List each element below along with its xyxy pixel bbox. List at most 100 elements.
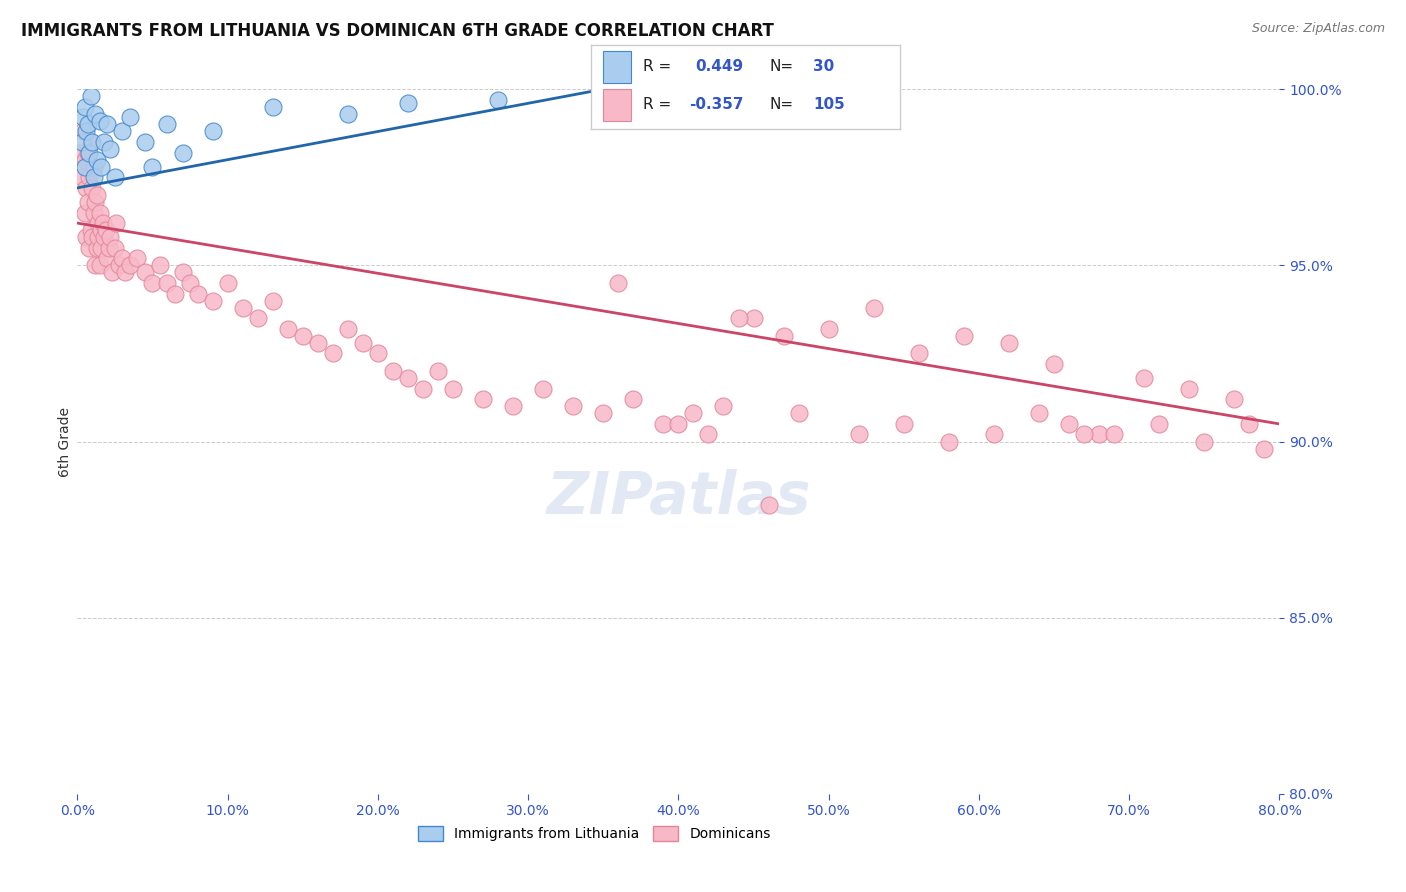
Point: [908, 346, 931, 360]
Point: [82, 181, 104, 195]
Point: [1223, 392, 1246, 407]
Point: [621, 392, 644, 407]
Point: [69, 145, 91, 160]
Point: [111, 124, 134, 138]
Bar: [603, 51, 631, 83]
Point: [93, 230, 115, 244]
Point: [141, 276, 163, 290]
Point: [89, 259, 111, 273]
Point: [72, 111, 94, 125]
Point: [84, 107, 107, 121]
Point: [172, 265, 194, 279]
Point: [1028, 406, 1050, 420]
Point: [83, 160, 105, 174]
Point: [592, 89, 614, 103]
Point: [84, 259, 107, 273]
Bar: [603, 88, 631, 120]
Point: [118, 259, 141, 273]
Point: [531, 382, 554, 396]
Point: [94, 223, 117, 237]
Text: 0.449: 0.449: [696, 59, 744, 74]
Point: [381, 364, 404, 378]
Point: [1102, 427, 1125, 442]
Text: ZIPatlas: ZIPatlas: [546, 469, 811, 526]
Point: [1088, 427, 1111, 442]
Point: [562, 400, 585, 414]
Point: [787, 406, 810, 420]
Text: R =: R =: [643, 97, 671, 112]
Point: [101, 265, 124, 279]
Point: [1239, 417, 1261, 431]
Point: [1178, 382, 1201, 396]
Point: [87, 230, 110, 244]
Point: [134, 265, 156, 279]
Point: [79, 145, 101, 160]
Point: [713, 400, 735, 414]
Point: [156, 276, 179, 290]
Point: [336, 322, 359, 336]
Point: [82, 230, 104, 244]
Point: [97, 241, 120, 255]
Text: -0.357: -0.357: [689, 97, 744, 112]
Point: [76, 194, 98, 209]
Point: [322, 346, 344, 360]
Point: [938, 434, 960, 449]
Point: [114, 265, 136, 279]
Point: [111, 252, 134, 266]
Y-axis label: 6th Grade: 6th Grade: [58, 407, 72, 476]
Point: [156, 118, 179, 132]
Point: [1043, 357, 1066, 371]
Point: [727, 311, 749, 326]
Point: [86, 188, 108, 202]
Point: [441, 382, 464, 396]
Point: [141, 160, 163, 174]
Point: [758, 498, 780, 512]
Text: N=: N=: [770, 97, 794, 112]
Point: [80, 135, 103, 149]
Point: [89, 205, 111, 219]
Point: [127, 252, 149, 266]
Point: [336, 107, 359, 121]
Text: 105: 105: [813, 97, 845, 112]
Point: [652, 417, 675, 431]
Point: [893, 417, 915, 431]
Point: [75, 181, 97, 195]
Point: [80, 223, 103, 237]
Point: [186, 286, 209, 301]
Point: [73, 160, 96, 174]
Point: [91, 216, 114, 230]
Point: [70, 170, 93, 185]
Point: [73, 100, 96, 114]
Point: [172, 145, 194, 160]
Point: [486, 93, 509, 107]
Point: [697, 427, 720, 442]
Point: [1057, 417, 1080, 431]
Point: [953, 329, 976, 343]
Point: [983, 427, 1005, 442]
Point: [1133, 371, 1156, 385]
Point: [307, 335, 329, 350]
Text: R =: R =: [643, 59, 671, 74]
Point: [83, 170, 105, 185]
Text: 30: 30: [813, 59, 835, 74]
Point: [201, 124, 224, 138]
Point: [262, 100, 284, 114]
Point: [76, 118, 98, 132]
Point: [427, 364, 450, 378]
Point: [134, 135, 156, 149]
Point: [76, 145, 98, 160]
Point: [87, 216, 110, 230]
Point: [118, 111, 141, 125]
Legend: Immigrants from Lithuania, Dominicans: Immigrants from Lithuania, Dominicans: [412, 821, 776, 847]
Point: [246, 311, 269, 326]
Point: [772, 329, 794, 343]
Point: [163, 286, 186, 301]
Point: [108, 259, 131, 273]
Point: [848, 427, 870, 442]
Point: [149, 259, 172, 273]
Point: [84, 194, 107, 209]
Point: [502, 400, 524, 414]
Point: [70, 135, 93, 149]
Point: [262, 293, 284, 308]
Point: [75, 124, 97, 138]
